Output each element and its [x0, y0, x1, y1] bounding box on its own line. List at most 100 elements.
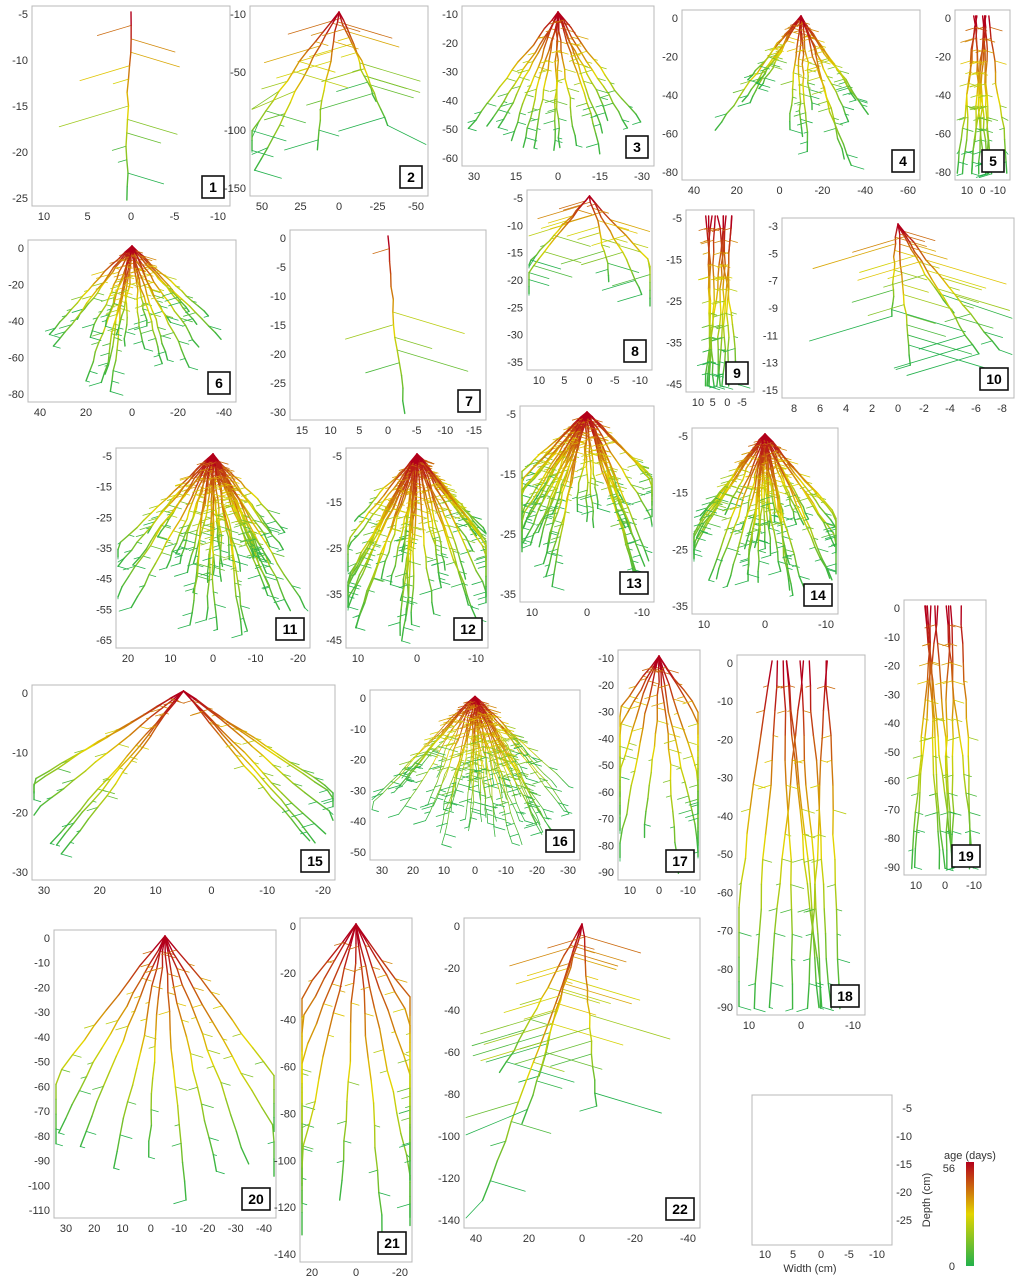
- y-tick-label: -15: [96, 482, 112, 494]
- panel-frame: [115, 447, 311, 649]
- x-tick-label: -5: [610, 375, 620, 387]
- y-tick-label: -60: [884, 776, 900, 788]
- root-system-illustration: [251, 11, 427, 179]
- x-tick-label: -8: [997, 403, 1007, 415]
- y-tick-label: -65: [96, 635, 112, 647]
- y-tick-label: -80: [717, 964, 733, 976]
- root-system-illustration: [371, 695, 574, 848]
- y-tick-label: -25: [507, 302, 523, 314]
- x-tick-label: 40: [470, 1233, 482, 1245]
- x-tick-label: 6: [817, 403, 823, 415]
- panel-number: 5: [989, 153, 997, 169]
- y-tick-label: -5: [768, 248, 778, 260]
- y-tick-label: -40: [8, 316, 24, 328]
- x-tick-label: 0: [942, 880, 948, 892]
- panel-number-badge: [275, 617, 305, 641]
- y-tick-label: 0: [22, 688, 28, 700]
- x-tick-label: 10: [961, 185, 973, 197]
- panel-number: 4: [899, 153, 907, 169]
- root-system-illustration: [465, 923, 671, 1219]
- panel-number: 15: [307, 853, 323, 869]
- colorbar-title: age (days): [944, 1150, 996, 1162]
- root-system-illustration: [33, 690, 334, 858]
- y-tick-label: -5: [678, 431, 688, 443]
- y-tick-label: -50: [598, 760, 614, 772]
- legend-y-title: Depth (cm): [921, 1173, 933, 1227]
- x-tick-label: 10: [352, 653, 364, 665]
- root-panel-5: 0 -20 -40 -60 -80 10 0 -10 5: [935, 9, 1011, 197]
- panel-number-badge: [951, 844, 981, 868]
- x-tick-label: -6: [971, 403, 981, 415]
- y-tick-label: -70: [717, 926, 733, 938]
- root-panel-13: -5 -15 -25 -35 10 0 -10 13: [500, 405, 655, 619]
- y-tick-label: -20: [34, 982, 50, 994]
- panel-frame: [691, 427, 839, 615]
- y-tick-label: -35: [96, 543, 112, 555]
- x-tick-label: -40: [256, 1223, 272, 1235]
- y-tick-label: -35: [507, 357, 523, 369]
- root-panel-22: 0 -20 -40 -60 -80 -100 -120 -140 40 20 0 -20 -40 22: [438, 917, 701, 1245]
- panel-frame: [681, 9, 921, 181]
- y-tick-label: -45: [666, 379, 682, 391]
- y-tick-label: -80: [935, 167, 951, 179]
- panel-frame: [53, 929, 277, 1219]
- legend-y-tick: -5: [902, 1103, 912, 1115]
- root-panel-8: -5 -10 -15 -20 -25 -30 -35 10 5 0 -5 -10 8: [507, 189, 653, 387]
- y-tick-label: -60: [717, 887, 733, 899]
- x-tick-label: 0: [656, 885, 662, 897]
- panel-number-badge: [623, 339, 647, 363]
- x-tick-label: 0: [724, 397, 730, 409]
- y-tick-label: -30: [598, 707, 614, 719]
- y-tick-label: -150: [224, 183, 246, 195]
- x-tick-label: 5: [710, 397, 716, 409]
- y-tick-label: -20: [507, 275, 523, 287]
- x-tick-label: 0: [148, 1223, 154, 1235]
- x-tick-label: 10: [164, 653, 176, 665]
- panel-number-badge: [665, 849, 695, 873]
- panel-number-badge: [619, 571, 649, 595]
- panel-number-badge: [725, 361, 749, 385]
- y-tick-label: -80: [34, 1131, 50, 1143]
- x-tick-label: 10: [533, 375, 545, 387]
- y-tick-label: -20: [12, 807, 28, 819]
- panel-number-badge: [665, 1197, 695, 1221]
- root-system-illustration: [738, 660, 851, 1013]
- y-tick-label: 0: [945, 13, 951, 25]
- y-tick-label: -15: [762, 385, 778, 397]
- x-tick-label: 10: [38, 211, 50, 223]
- root-system-illustration: [956, 15, 1009, 178]
- y-tick-label: -20: [935, 52, 951, 64]
- root-panel-12: -5 -15 -25 -35 -45 10 0 -10 12: [326, 447, 489, 665]
- x-tick-label: 20: [306, 1267, 318, 1279]
- x-tick-label: 50: [256, 201, 268, 213]
- root-panel-4: 0 -20 -40 -60 -80 40 20 0 -20 -40 -60 4: [662, 9, 921, 197]
- legend-y-tick: -15: [896, 1159, 912, 1171]
- panel-number: 22: [672, 1201, 688, 1217]
- y-tick-label: -10: [442, 9, 458, 21]
- x-tick-label: -40: [216, 407, 232, 419]
- x-tick-label: -5: [737, 397, 747, 409]
- panel-number: 9: [733, 365, 741, 381]
- panel-frame: [299, 917, 413, 1263]
- x-tick-label: 2: [869, 403, 875, 415]
- y-tick-label: 0: [672, 13, 678, 25]
- y-tick-label: -50: [442, 124, 458, 136]
- panel-number-badge: [803, 583, 833, 607]
- root-panel-14: -5 -15 -25 -35 10 0 -10 14: [672, 427, 839, 631]
- x-tick-label: 0: [128, 211, 134, 223]
- root-panel-19: 0 -10 -20 -30 -40 -50 -60 -70 -80 -90 10 0 -10 19: [884, 599, 987, 892]
- x-tick-label: 30: [468, 171, 480, 183]
- panel-frame: [27, 239, 237, 403]
- y-tick-label: -25: [500, 529, 516, 541]
- y-tick-label: 0: [280, 233, 286, 245]
- panel-number: 1: [209, 179, 217, 195]
- x-tick-label: 40: [34, 407, 46, 419]
- y-tick-label: -80: [662, 167, 678, 179]
- y-tick-label: 0: [894, 603, 900, 615]
- x-tick-label: -10: [680, 885, 696, 897]
- x-tick-label: 20: [94, 885, 106, 897]
- y-tick-label: -90: [717, 1002, 733, 1014]
- y-tick-label: -140: [438, 1215, 460, 1227]
- panel-number: 14: [810, 587, 826, 603]
